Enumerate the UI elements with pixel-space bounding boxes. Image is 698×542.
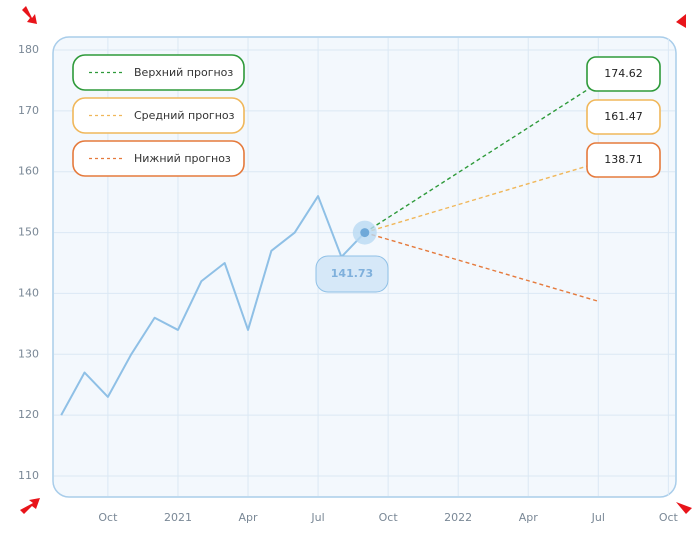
x-tick-label: Oct: [379, 511, 399, 524]
x-tick-label: Oct: [98, 511, 118, 524]
x-tick-label: 2022: [444, 511, 472, 524]
y-tick-label: 110: [18, 469, 39, 482]
legend-box: [72, 54, 245, 91]
value-label: 161.47: [604, 110, 643, 123]
x-tick-label: Apr: [519, 511, 539, 524]
x-tick-label: Jul: [591, 511, 605, 524]
legend-label: Средний прогноз: [134, 109, 235, 122]
y-tick-label: 170: [18, 104, 39, 117]
annotation-box: [315, 255, 389, 293]
y-tick-label: 120: [18, 408, 39, 421]
forecast-line: [364, 231, 599, 302]
value-label: 138.71: [604, 153, 643, 166]
legend-box: [72, 97, 245, 134]
highlight-point: [360, 228, 370, 238]
value-box: [586, 56, 661, 92]
value-box: [586, 142, 661, 178]
x-tick-label: Oct: [659, 511, 679, 524]
x-tick-label: Jul: [310, 511, 324, 524]
forecast-line: [364, 82, 599, 234]
annotation: 141.73: [331, 267, 373, 280]
value-label: 174.62: [604, 67, 643, 80]
y-tick-label: 150: [18, 226, 39, 239]
y-tick-label: 130: [18, 347, 39, 360]
value-box: [586, 99, 661, 135]
x-tick-label: Apr: [239, 511, 259, 524]
y-tick-label: 180: [18, 43, 39, 56]
legend-label: Верхний прогноз: [134, 66, 233, 79]
y-tick-label: 140: [18, 286, 39, 299]
legend-box: [72, 140, 245, 177]
history-line: [60, 195, 366, 416]
x-tick-label: 2021: [164, 511, 192, 524]
legend-label: Нижний прогноз: [134, 152, 231, 165]
forecast-line: [364, 162, 599, 234]
corner-arrows: [20, 6, 692, 514]
y-tick-label: 160: [18, 165, 39, 178]
